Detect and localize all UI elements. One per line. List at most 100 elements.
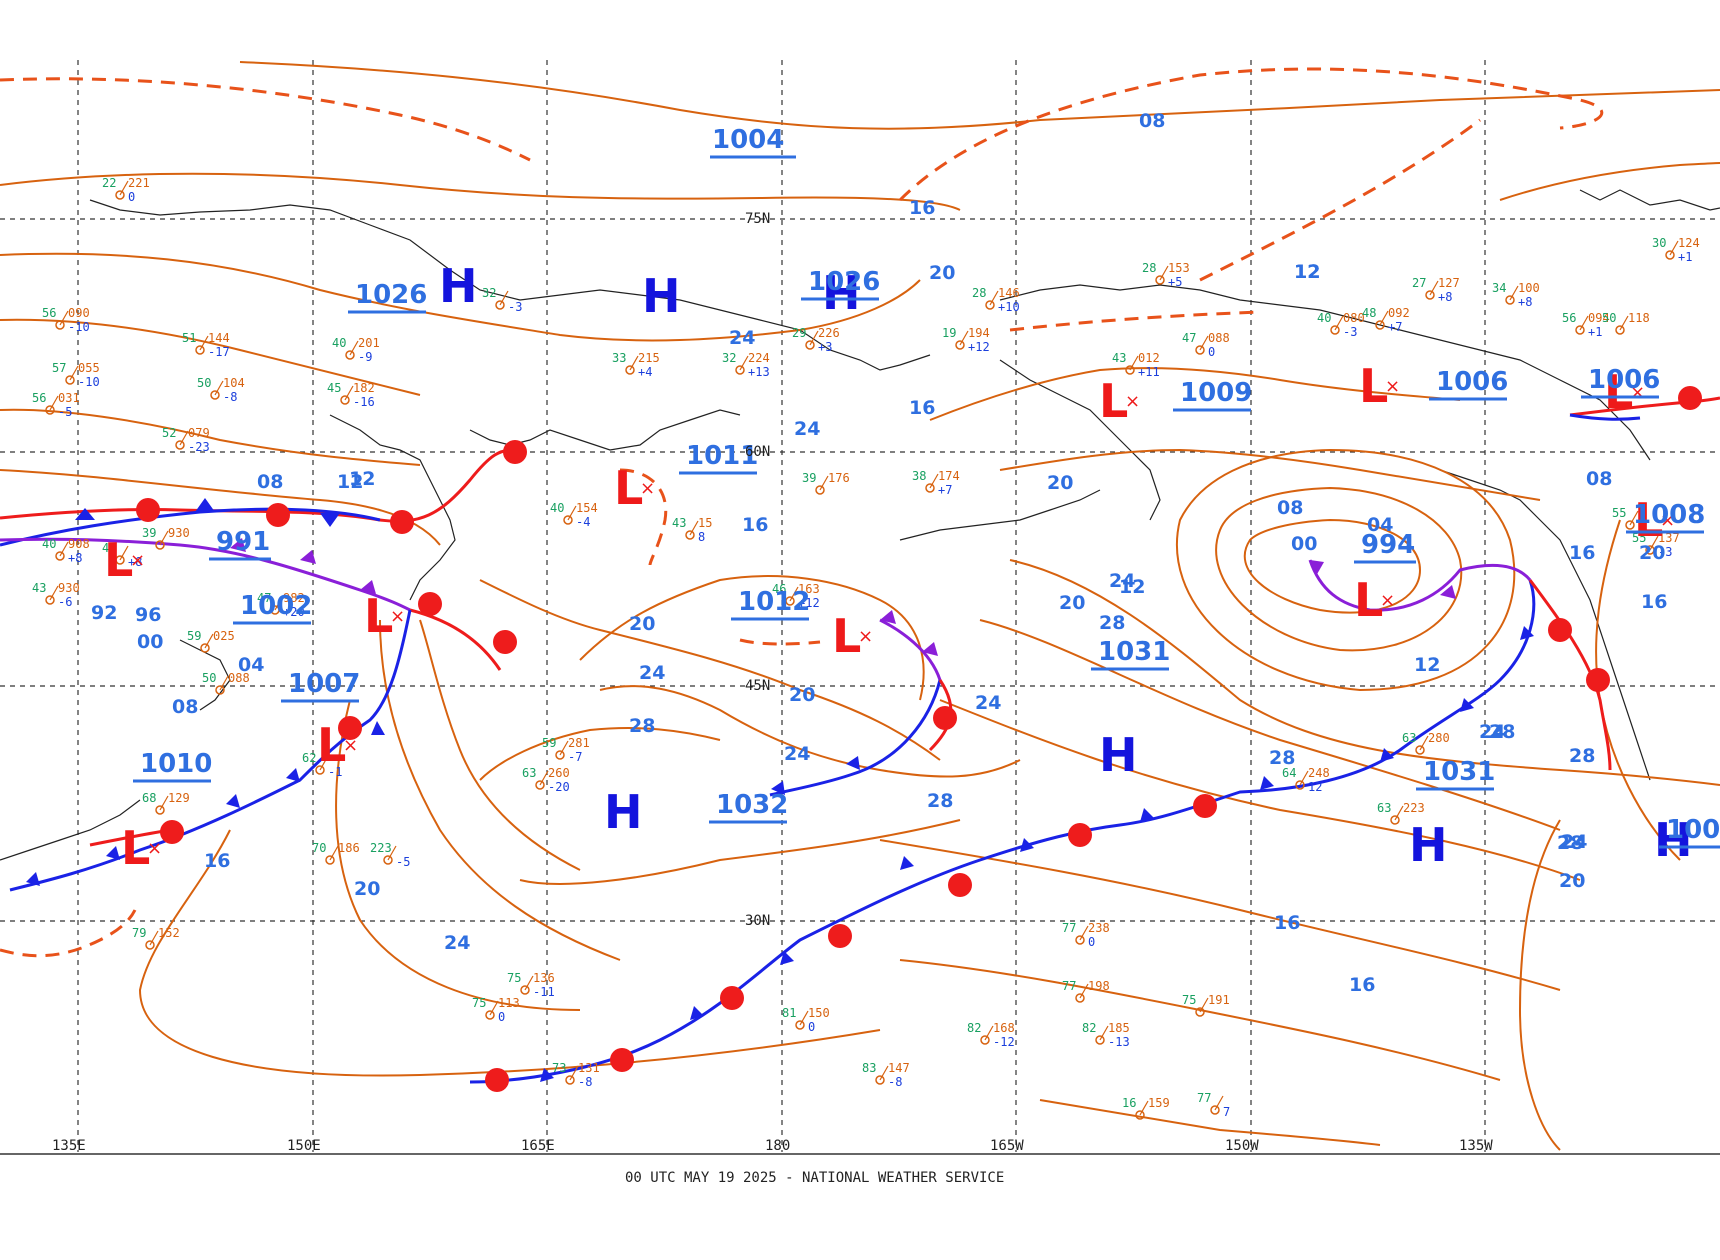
station-circle [565, 1075, 575, 1085]
pressure-value-label: 1026 [808, 267, 880, 297]
wind-barb [819, 475, 829, 491]
wind-barb [219, 675, 229, 691]
isobar-label: 00 [1291, 533, 1317, 555]
station-circle [195, 345, 205, 355]
station-tendency: +8 [1438, 290, 1452, 304]
station-plot: 82 185-13 [1082, 1021, 1130, 1049]
station-tendency: +1 [1678, 250, 1692, 264]
wind-barb [799, 1010, 809, 1026]
station-pressure: 238 [1088, 921, 1110, 935]
isobar-label: 16 [1349, 974, 1375, 996]
station-plot: 56 090-10 [42, 306, 90, 334]
station-temperature: 75 [472, 996, 486, 1010]
station-pressure: 150 [808, 1006, 830, 1020]
low-pressure-symbol: L [1099, 374, 1128, 428]
station-plot: 47 +8 [102, 541, 142, 569]
isobar-label: 28 [1489, 721, 1515, 743]
station-plot: 32 224+13 [722, 351, 770, 379]
station-plot: 28 153+5 [1142, 261, 1190, 289]
wind-barb [387, 845, 397, 861]
wind-barb [1629, 510, 1639, 526]
station-temperature: 30 [1652, 236, 1666, 250]
station-circle [1645, 545, 1655, 555]
station-temperature: 75 [507, 971, 521, 985]
station-pressure: 280 [1428, 731, 1450, 745]
isobar-label: 28 [1569, 745, 1595, 767]
low-pressure-symbol: L [104, 533, 133, 587]
station-plot: 48 092+7 [1362, 306, 1410, 334]
station-plot: 55 [1612, 506, 1639, 530]
station-circle [1295, 780, 1305, 790]
station-pressure: 113 [498, 996, 520, 1010]
station-circle [1390, 815, 1400, 825]
station-circle [520, 985, 530, 995]
station-plot: 75 191 [1182, 993, 1230, 1017]
station-tendency: +11 [1138, 365, 1160, 379]
lon-label-180: 180 [765, 1138, 790, 1154]
station-plot: 63 280 [1402, 731, 1450, 755]
isobar-label: 12 [1119, 576, 1145, 598]
station-plot: 59 281-7 [542, 736, 590, 764]
isobar-label: 24 [1479, 721, 1505, 743]
station-circle [55, 320, 65, 330]
station-temperature: 39 [142, 526, 156, 540]
wind-barb [1429, 280, 1439, 296]
station-circle [980, 1035, 990, 1045]
high-pressure-symbol: H [822, 266, 861, 320]
station-pressure: 176 [828, 471, 850, 485]
wind-barb [149, 930, 159, 946]
low-center-x-mark: × [640, 478, 655, 499]
pressure-value-label: 1032 [716, 790, 788, 820]
footer-caption: 00 UTC MAY 19 2025 - NATIONAL WEATHER SE… [625, 1170, 1004, 1186]
station-pressure: 031 [58, 391, 80, 405]
wind-barb [329, 845, 339, 861]
station-circle [1210, 1105, 1220, 1115]
lat-label-75n: 75N [745, 211, 770, 227]
wind-barb [319, 755, 329, 771]
station-plot: 39 930 [142, 526, 190, 550]
station-tendency: +12 [968, 340, 990, 354]
pressure-value-label: 1009 [1180, 378, 1252, 408]
station-pressure: 198 [1088, 979, 1110, 993]
wind-barb [989, 290, 999, 306]
isobar-label: 16 [1641, 591, 1667, 613]
station-temperature: 40 [42, 537, 56, 551]
station-plot: 46 163+12 [772, 582, 820, 610]
station-plot: 43 012+11 [1112, 351, 1160, 379]
pressure-value-label: 1006 [1588, 365, 1660, 395]
station-tendency: -4 [576, 515, 590, 529]
low-center-x-mark: × [1380, 590, 1395, 611]
station-pressure: 182 [353, 381, 375, 395]
station-tendency: -6 [58, 595, 72, 609]
wind-barb [1099, 1025, 1109, 1041]
high-pressure-symbol: H [1409, 818, 1448, 872]
station-tendency: -11 [533, 985, 555, 999]
station-plot: 223 -5 [370, 841, 410, 869]
isobar-label: 28 [629, 715, 655, 737]
station-temperature: 64 [1282, 766, 1296, 780]
wind-barb [1159, 265, 1169, 281]
station-tendency: +1 [1588, 325, 1602, 339]
station-tendency: -20 [548, 780, 570, 794]
station-pressure: 118 [1628, 311, 1650, 325]
pressure-value-label: 1004 [712, 125, 784, 155]
station-tendency: +10 [998, 300, 1020, 314]
station-pressure: 194 [968, 326, 990, 340]
pressure-value-label: 1031 [1098, 637, 1170, 667]
low-center-x-mark: × [858, 626, 873, 647]
station-plot: 19 194+12 [942, 326, 990, 354]
station-circle [315, 765, 325, 775]
station-pressure: 281 [568, 736, 590, 750]
station-plot: 27 127+8 [1412, 276, 1460, 304]
station-pressure: 215 [638, 351, 660, 365]
station-temperature: 70 [312, 841, 326, 855]
station-circle [1575, 325, 1585, 335]
station-tendency: +7 [1388, 320, 1402, 334]
station-temperature: 46 [772, 582, 786, 596]
low-center-x-mark: × [343, 735, 358, 756]
station-temperature: 83 [862, 1061, 876, 1075]
station-pressure: 012 [1138, 351, 1160, 365]
station-tendency: -1 [328, 765, 342, 779]
station-circle [1155, 275, 1165, 285]
